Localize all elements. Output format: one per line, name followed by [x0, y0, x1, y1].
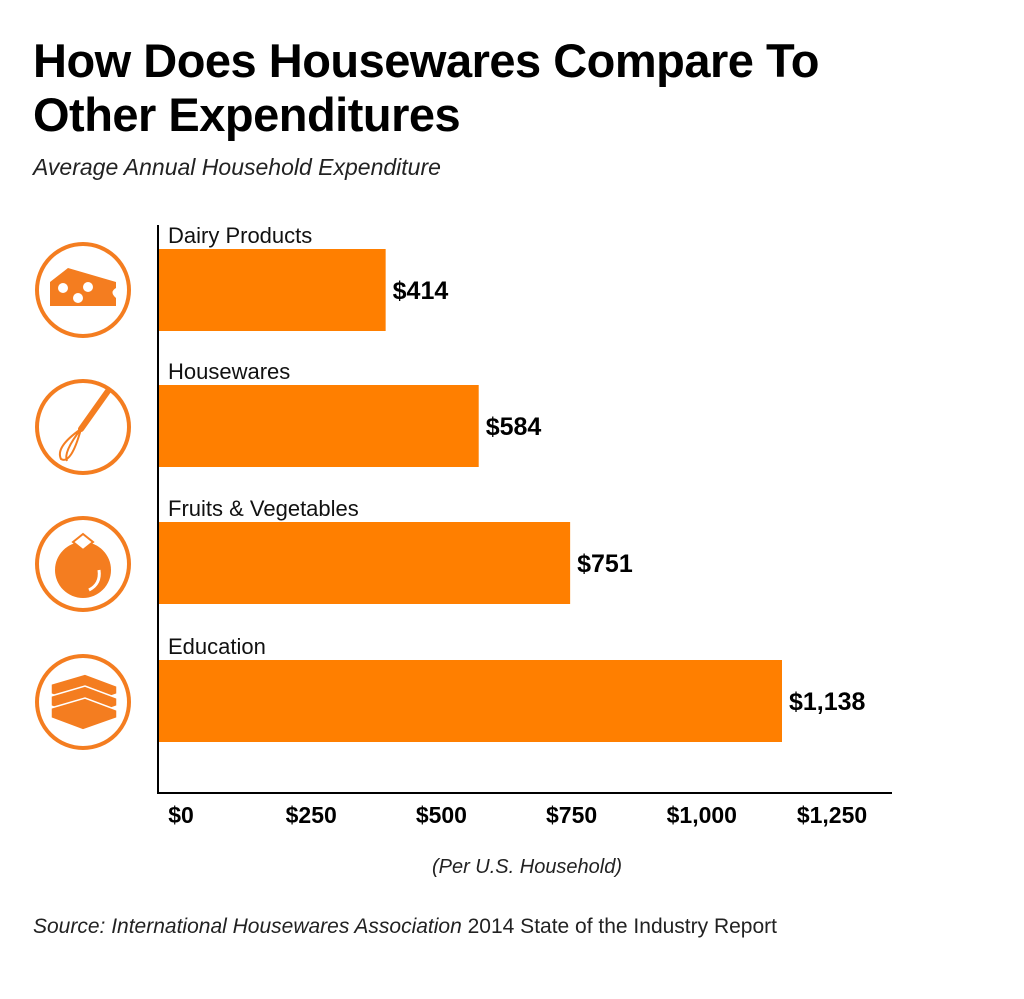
icon-circle	[35, 654, 131, 750]
books-icon	[35, 654, 131, 750]
chart-subtitle: Average Annual Household Expenditure	[33, 154, 441, 180]
source-note: Source: International Housewares Associa…	[33, 915, 777, 939]
x-tick-label: $750	[546, 802, 597, 828]
data-label: $584	[486, 413, 542, 441]
data-label: $1,138	[789, 688, 866, 716]
category-label: Fruits & Vegetables	[168, 496, 359, 521]
book	[50, 697, 118, 731]
icon-circle	[35, 242, 131, 338]
icon-circle	[35, 516, 131, 612]
source-suffix: 2014 State of the Industry Report	[461, 915, 777, 938]
data-label: $751	[577, 550, 633, 578]
category-label: Education	[168, 634, 266, 659]
cheese-hole	[83, 282, 93, 292]
whisk-icon	[35, 379, 131, 475]
bar	[159, 249, 386, 331]
x-tick-label: $250	[286, 802, 337, 828]
chart-title: How Does Housewares Compare To Other Exp…	[33, 34, 819, 141]
cheese-hole	[73, 293, 83, 303]
category-label: Dairy Products	[168, 223, 312, 248]
whisk-loops	[59, 428, 82, 462]
bar	[159, 385, 479, 467]
x-tick-label: $1,250	[797, 802, 867, 828]
bar	[159, 522, 571, 604]
x-tick-label: $0	[168, 802, 194, 828]
whisk-handle	[78, 388, 111, 432]
category-label: Housewares	[168, 359, 290, 384]
icon-circle	[35, 379, 131, 475]
x-tick-label: $1,000	[667, 802, 737, 828]
tomato-icon	[35, 516, 131, 612]
source-prefix: Source: International Housewares Associa…	[33, 915, 462, 938]
data-label: $414	[393, 277, 449, 305]
x-axis-label: (Per U.S. Household)	[431, 856, 623, 878]
tomato-leaf	[71, 532, 95, 552]
cheese-hole	[58, 283, 68, 293]
tomato-shine	[88, 569, 101, 592]
bar	[159, 660, 782, 742]
x-tick-label: $500	[416, 802, 467, 828]
cheese-icon	[35, 242, 131, 338]
